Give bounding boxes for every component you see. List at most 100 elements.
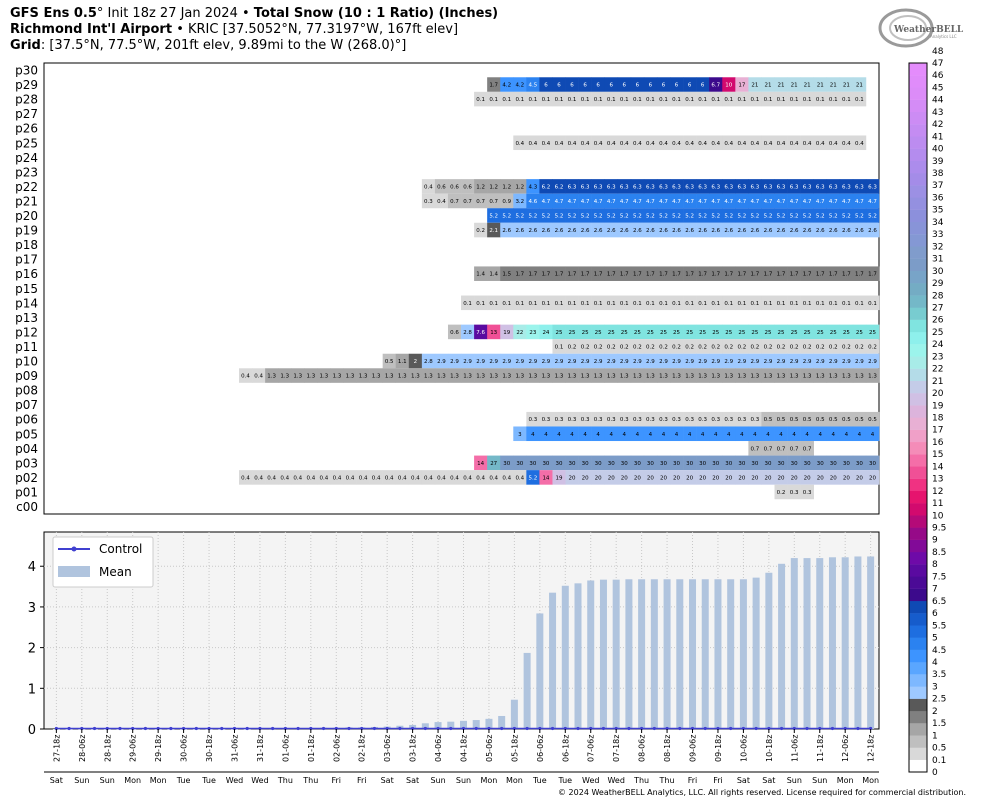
day-label-7: Wed <box>226 776 243 785</box>
cell-label-p20-47: 5.2 <box>855 214 864 220</box>
cell-p09-25 <box>565 368 579 383</box>
cell-p05-45 <box>826 426 841 442</box>
cell-p20-34 <box>683 208 697 223</box>
cell-label-p14-44: 0.1 <box>816 301 825 307</box>
colorbar-frame <box>908 62 928 773</box>
cell-label-p09-31: 1.3 <box>646 374 655 380</box>
cell-p09-37 <box>722 368 736 383</box>
cell-p10-18 <box>474 353 488 369</box>
cell-p22-26 <box>578 179 592 194</box>
cell-p12-23 <box>539 324 553 340</box>
cell-label-p06-47: 0.5 <box>855 417 864 423</box>
cell-label-p10-13: 2 <box>414 359 418 365</box>
member-label-p06: p06 <box>15 413 38 427</box>
cell-label-p14-43: 0.1 <box>803 301 812 307</box>
cell-label-p03-34: 30 <box>686 461 693 467</box>
colorbar-swatch-31 <box>909 246 927 259</box>
cell-p11-42 <box>787 339 801 354</box>
cell-p21-35 <box>696 193 710 209</box>
cell-label-p11-35: 0.2 <box>698 344 707 350</box>
cell-label-p21-41: 4.7 <box>777 199 786 205</box>
colorbar-label-29: 29 <box>932 279 944 289</box>
cell-p10-41 <box>774 353 788 369</box>
cell-label-p14-27: 0.1 <box>594 301 603 307</box>
colorbar-swatch-18 <box>909 405 927 418</box>
cell-label-p21-46: 4.7 <box>842 199 851 205</box>
mean-bars <box>52 556 875 730</box>
colorbar-label-38: 38 <box>932 169 944 179</box>
control-point-08-12z <box>652 726 656 731</box>
cell-label-p10-21: 2.9 <box>515 359 524 365</box>
cell-p21-46 <box>839 193 854 209</box>
cell-p01-42 <box>787 484 801 500</box>
control-point-06-12z <box>550 726 555 731</box>
cell-p21-24 <box>552 193 566 209</box>
cell-p28-43 <box>800 91 814 107</box>
chart-header: GFS Ens 0.5° Init 18z 27 Jan 2024 • Tota… <box>10 6 498 54</box>
colorbar-swatch-0 <box>909 759 927 773</box>
cell-label-p02-12: 0.4 <box>398 475 407 481</box>
cell-p29-33 <box>670 77 684 92</box>
member-label-p08: p08 <box>15 384 38 398</box>
cell-p09-15 <box>434 368 449 383</box>
colorbar-swatch-40 <box>909 136 927 149</box>
cell-label-p09-19: 1.3 <box>489 374 498 380</box>
cell-p11-31 <box>643 339 658 354</box>
cell-label-p06-35: 0.3 <box>698 417 707 423</box>
member-label-p19: p19 <box>15 224 38 238</box>
day-label-5: Tue <box>176 776 191 785</box>
cell-p16-39 <box>748 266 762 281</box>
colorbar-swatch-4.5 <box>909 637 927 650</box>
control-point-06-18z <box>563 726 567 731</box>
cell-label-p03-44: 30 <box>817 461 824 467</box>
x-tick-07-18z: 07-18z <box>612 735 621 762</box>
cell-p21-40 <box>761 193 775 209</box>
member-label-p27: p27 <box>15 107 38 121</box>
colorbar-swatch-1.5 <box>909 710 927 724</box>
colorbar-swatch-41 <box>909 124 927 137</box>
cell-label-p22-36: 6.3 <box>711 184 720 190</box>
header-line-2: Richmond Int'l Airport • KRIC [37.5052°N… <box>10 22 498 38</box>
control-point-01-00z <box>271 726 275 731</box>
cell-label-p25-22: 0.4 <box>529 141 538 147</box>
cell-label-p19-35: 2.6 <box>698 228 707 234</box>
x-tick-07-06z: 07-06z <box>587 735 596 762</box>
cell-label-p06-46: 0.5 <box>842 417 851 423</box>
cell-label-p02-40: 20 <box>764 475 771 481</box>
cell-p21-25 <box>565 193 579 209</box>
cell-p02-47 <box>852 470 867 485</box>
day-label-14: Sat <box>406 776 419 785</box>
mean-bar-08-00z <box>625 579 633 729</box>
cell-label-p19-47: 2.6 <box>855 228 864 234</box>
cell-label-p12-48: 25 <box>869 330 876 336</box>
cell-label-p20-20: 5.2 <box>502 214 511 220</box>
cell-p25-44 <box>813 135 828 151</box>
colorbar-label-33: 33 <box>932 230 943 240</box>
cell-label-p14-35: 0.1 <box>698 301 707 307</box>
colorbar-label-19: 19 <box>932 401 944 411</box>
cell-p02-15 <box>434 470 449 485</box>
cell-p02-46 <box>839 470 854 485</box>
day-label-3: Mon <box>124 776 141 785</box>
cell-p09-1 <box>252 368 266 383</box>
cell-label-p09-12: 1.3 <box>398 374 407 380</box>
member-label-p25: p25 <box>15 136 38 150</box>
cell-label-p12-28: 25 <box>608 330 615 336</box>
cell-label-p22-22: 4.3 <box>529 184 538 190</box>
cell-label-p12-30: 25 <box>634 330 641 336</box>
cell-label-p21-42: 4.7 <box>790 199 799 205</box>
cell-p20-28 <box>604 208 619 223</box>
cell-p21-41 <box>774 193 788 209</box>
cell-label-p03-24: 30 <box>556 461 563 467</box>
colorbar-label-7.5: 7.5 <box>932 572 946 582</box>
cell-p03-29 <box>617 455 632 471</box>
cell-p19-21 <box>513 222 527 238</box>
cell-p11-24 <box>552 339 566 354</box>
cell-p06-47 <box>852 411 867 427</box>
cell-p19-20 <box>500 222 514 238</box>
cell-p02-14 <box>421 470 436 485</box>
cell-p16-25 <box>565 266 579 281</box>
cell-label-p12-32: 25 <box>660 330 667 336</box>
cell-p09-6 <box>317 368 331 383</box>
cell-p05-46 <box>839 426 854 442</box>
